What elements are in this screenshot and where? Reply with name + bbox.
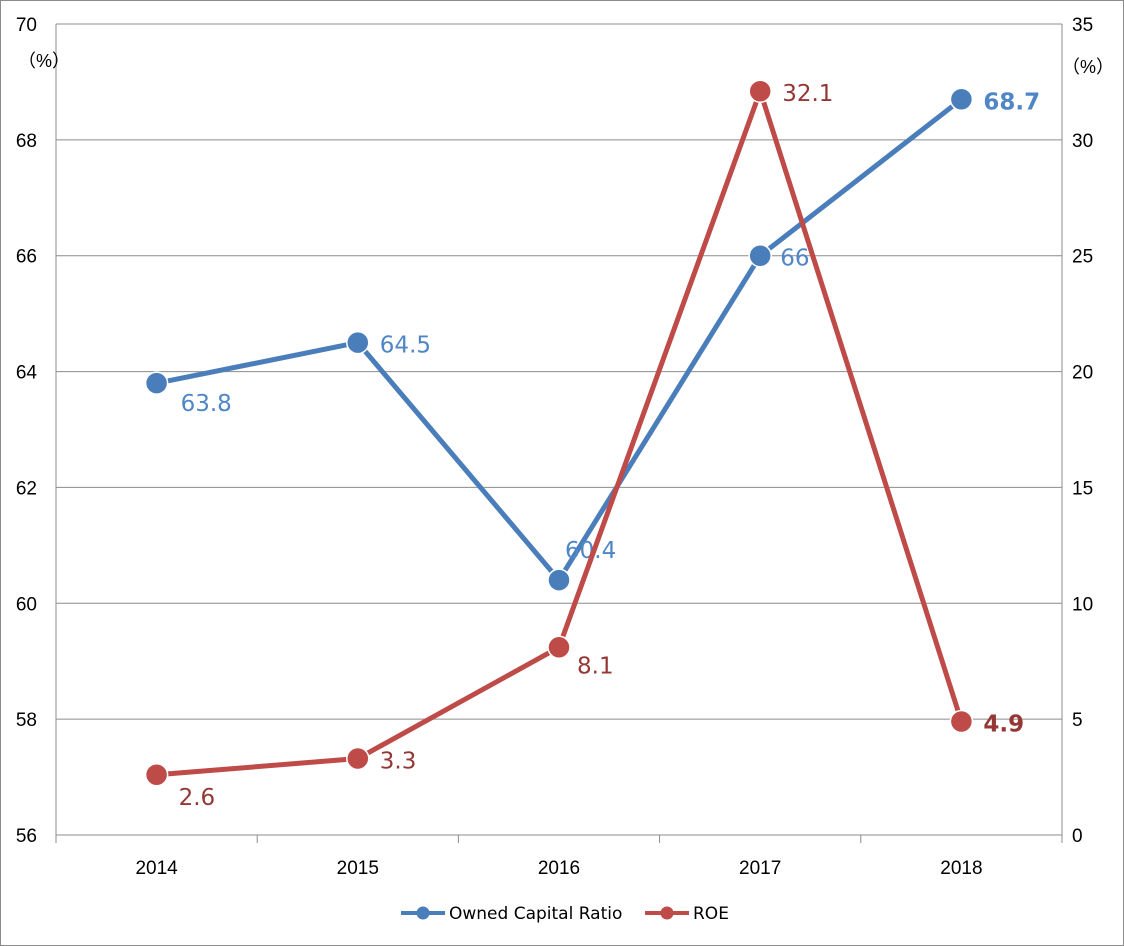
x-tick-label: 2017 xyxy=(739,858,781,879)
roe-data-label: 4.9 xyxy=(983,711,1024,737)
left-tick-label: 60 xyxy=(16,594,37,615)
right-axis-unit: （%） xyxy=(1062,57,1114,77)
right-tick-label: 5 xyxy=(1072,710,1083,731)
owned-capital-ratio-data-label: 63.8 xyxy=(181,391,232,417)
legend: Owned Capital Ratio ROE xyxy=(401,904,729,924)
roe-point xyxy=(144,763,169,787)
owned-capital-ratio-data-label: 66 xyxy=(780,246,809,272)
legend-roe-swatch-marker xyxy=(660,906,674,920)
right-tick-label: 0 xyxy=(1072,826,1083,847)
left-tick-label: 66 xyxy=(16,247,37,268)
x-tick-label: 2016 xyxy=(538,858,580,879)
right-tick-label: 25 xyxy=(1072,247,1093,268)
owned-capital-ratio-point xyxy=(748,243,772,268)
owned-capital-ratio-point xyxy=(949,87,974,112)
x-axis-ticks: 2014 2015 2016 2017 2018 xyxy=(135,858,982,879)
roe-point xyxy=(547,635,571,660)
left-axis-ticks: 56 58 60 62 64 66 68 70 xyxy=(16,15,38,847)
x-tick-label: 2015 xyxy=(337,858,379,879)
legend-owned-capital-ratio-label: Owned Capital Ratio xyxy=(449,904,622,924)
left-tick-label: 58 xyxy=(16,710,37,731)
owned-capital-ratio-data-label: 68.7 xyxy=(983,89,1040,115)
right-tick-label: 20 xyxy=(1072,363,1093,384)
roe-data-label: 32.1 xyxy=(782,81,833,107)
owned-capital-ratio-point xyxy=(346,330,370,355)
left-tick-label: 56 xyxy=(16,826,37,847)
left-tick-label: 68 xyxy=(16,131,37,152)
roe-data-label: 3.3 xyxy=(380,749,417,775)
axes xyxy=(55,24,1063,843)
owned-capital-ratio-point xyxy=(547,568,571,592)
legend-roe-label: ROE xyxy=(693,904,729,924)
right-axis-ticks: 0 5 10 15 20 25 30 35 xyxy=(1072,15,1093,847)
left-axis-unit: （%） xyxy=(18,51,70,71)
roe-data-label: 2.6 xyxy=(179,785,216,811)
legend-owned-capital-ratio-swatch-marker xyxy=(416,906,430,920)
roe-data-label: 8.1 xyxy=(577,653,614,679)
roe-point xyxy=(748,79,772,103)
right-tick-label: 35 xyxy=(1072,15,1093,36)
left-tick-label: 62 xyxy=(16,478,37,499)
right-tick-label: 10 xyxy=(1072,594,1093,615)
owned-capital-ratio-point xyxy=(144,371,169,395)
roe-point xyxy=(346,746,370,771)
x-tick-label: 2018 xyxy=(940,858,982,879)
right-tick-label: 30 xyxy=(1072,131,1093,152)
right-tick-label: 15 xyxy=(1072,478,1093,499)
left-tick-label: 70 xyxy=(16,15,37,36)
roe-point xyxy=(949,709,974,734)
owned-capital-ratio-data-label: 64.5 xyxy=(380,333,431,359)
x-tick-label: 2014 xyxy=(135,858,178,879)
left-tick-label: 64 xyxy=(16,363,38,384)
gridlines xyxy=(56,23,1062,836)
